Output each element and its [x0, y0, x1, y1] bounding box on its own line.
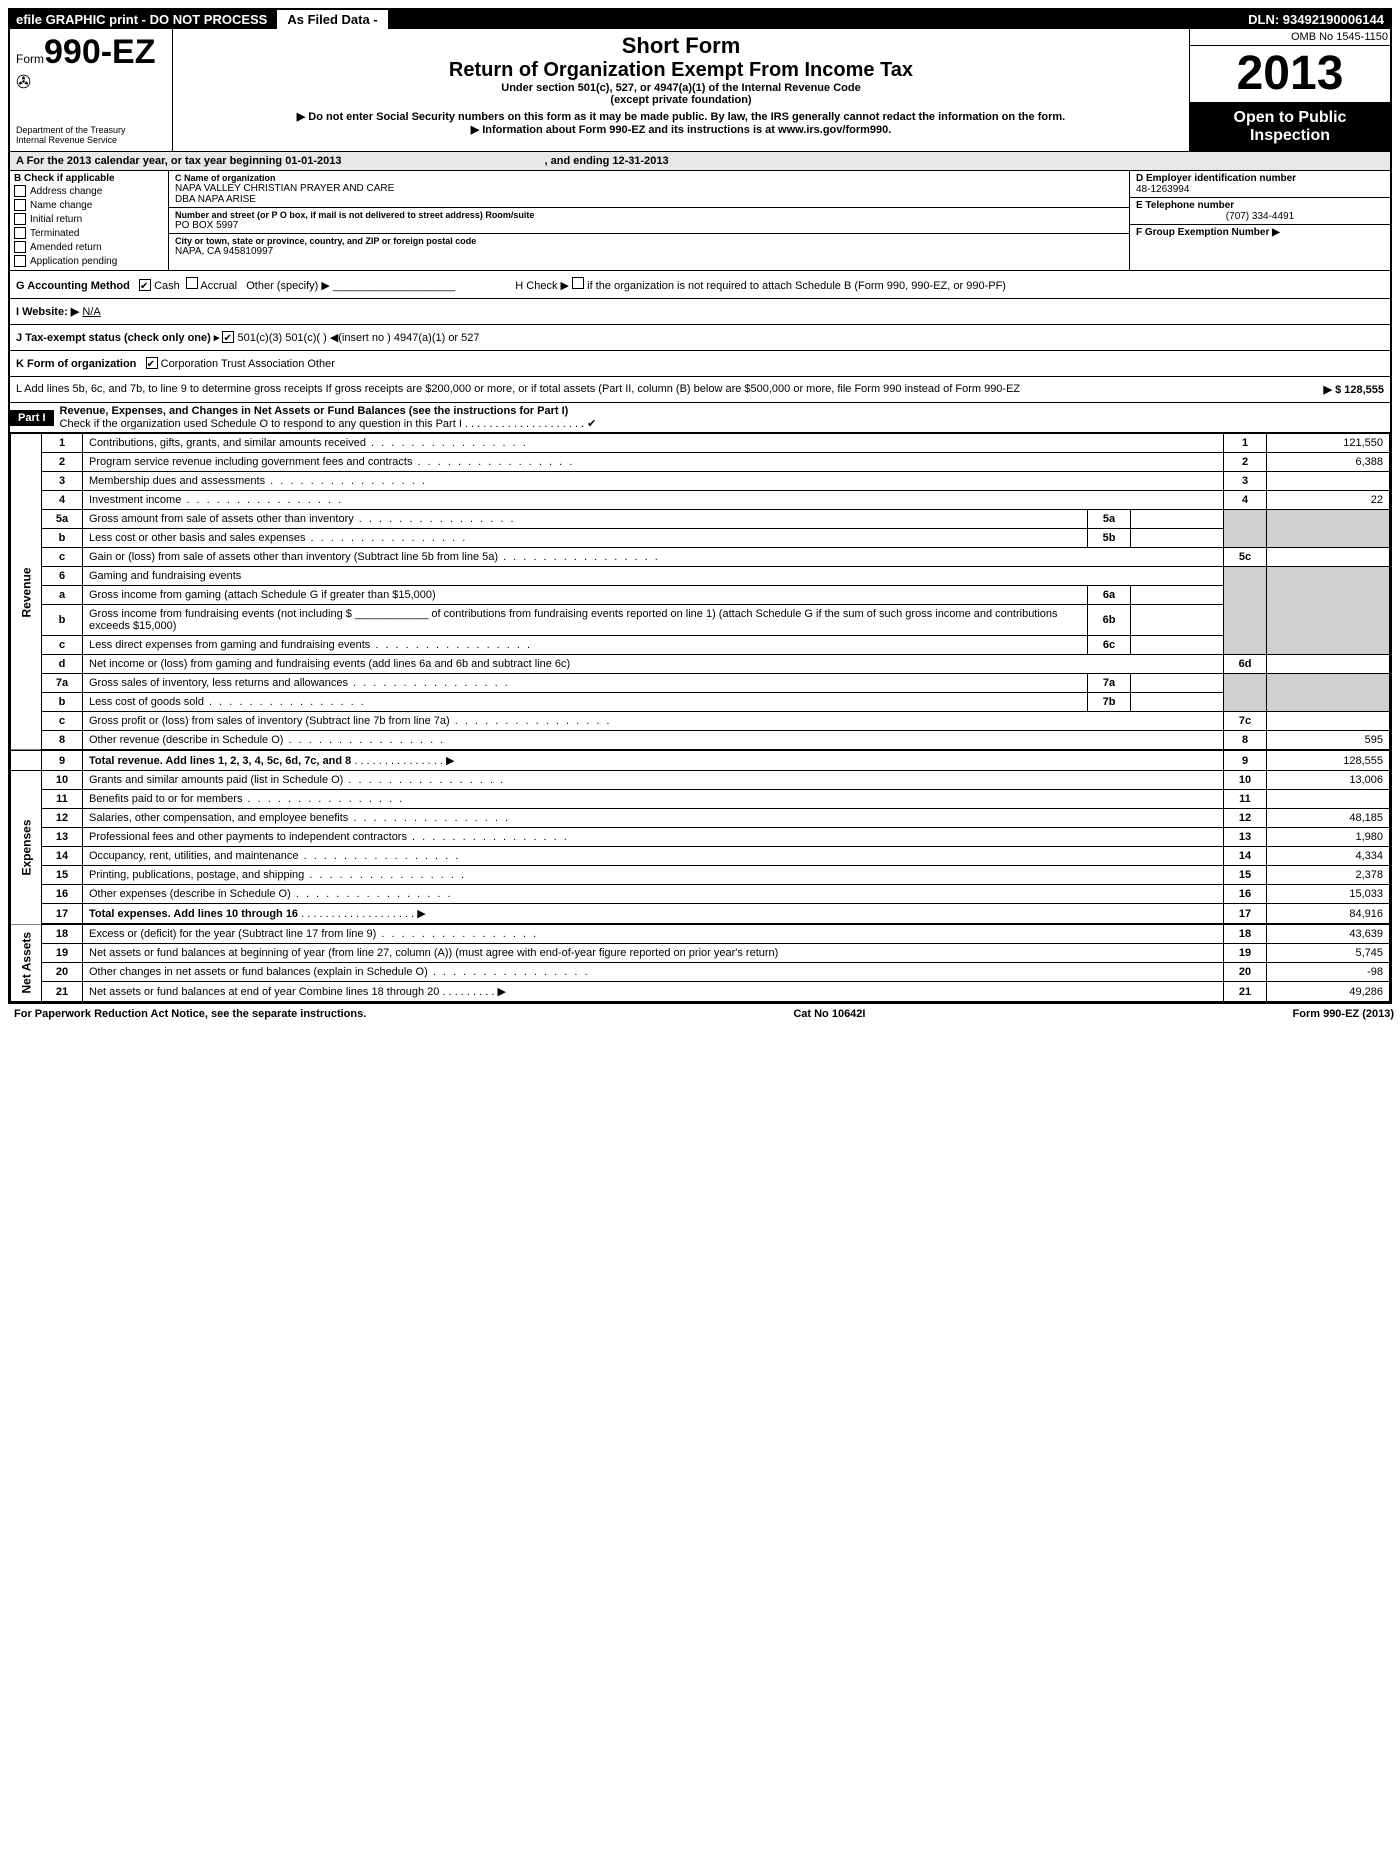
form-number: 990-EZ: [44, 33, 156, 71]
section-f-label: F Group Exemption Number ▶: [1136, 227, 1384, 238]
expenses-label: Expenses: [11, 771, 42, 925]
line-10-amount: 13,006: [1267, 771, 1390, 790]
topbar-left: efile GRAPHIC print - DO NOT PROCESS: [10, 10, 273, 29]
section-k: K Form of organization Corporation Trust…: [10, 351, 1390, 377]
section-c: C Name of organization NAPA VALLEY CHRIS…: [169, 171, 1130, 270]
topbar-dln: DLN: 93492190006144: [1242, 10, 1390, 29]
ein: 48-1263994: [1136, 184, 1384, 195]
checkbox-icon[interactable]: [572, 277, 584, 289]
section-h: H Check ▶ if the organization is not req…: [515, 277, 1006, 292]
open-inspection: Open to Public Inspection: [1190, 103, 1390, 151]
line-14-amount: 4,334: [1267, 847, 1390, 866]
dept-line-1: Department of the Treasury: [16, 125, 166, 135]
section-e-label: E Telephone number: [1136, 200, 1384, 211]
lines-table: Revenue 1 Contributions, gifts, grants, …: [10, 433, 1390, 1002]
checkbox-checked-icon[interactable]: [222, 331, 234, 343]
checkbox-checked-icon[interactable]: [139, 279, 151, 291]
checkbox-icon[interactable]: [14, 241, 26, 253]
footer-form: Form 990-EZ (2013): [1293, 1008, 1394, 1020]
line-20-amount: -98: [1267, 963, 1390, 982]
form-container: efile GRAPHIC print - DO NOT PROCESS As …: [8, 8, 1392, 1004]
checkbox-icon[interactable]: [14, 227, 26, 239]
form-title: Return of Organization Exempt From Incom…: [183, 59, 1179, 82]
line-9-amount: 128,555: [1267, 750, 1390, 771]
line-12-amount: 48,185: [1267, 809, 1390, 828]
line-4-amount: 22: [1267, 491, 1390, 510]
subtitle-1: Under section 501(c), 527, or 4947(a)(1)…: [183, 82, 1179, 94]
netassets-label: Net Assets: [11, 924, 42, 1002]
line-2-amount: 6,388: [1267, 453, 1390, 472]
line-18-amount: 43,639: [1267, 924, 1390, 944]
line-8-amount: 595: [1267, 731, 1390, 751]
section-b-row: B Check if applicable Address change Nam…: [10, 171, 1390, 271]
part-1-header: Part I Revenue, Expenses, and Changes in…: [10, 403, 1390, 433]
section-g-h: G Accounting Method Cash Accrual Other (…: [10, 271, 1390, 299]
line-19-amount: 5,745: [1267, 944, 1390, 963]
line-17-amount: 84,916: [1267, 904, 1390, 925]
line-16-amount: 15,033: [1267, 885, 1390, 904]
year-block: OMB No 1545-1150 2013 Open to Public Ins…: [1190, 29, 1390, 151]
subtitle-2: (except private foundation): [183, 94, 1179, 106]
section-a: A For the 2013 calendar year, or tax yea…: [10, 152, 1390, 171]
org-address: PO BOX 5997: [175, 220, 1123, 231]
header-block: Form990-EZ ✇ Department of the Treasury …: [10, 29, 1390, 152]
checkbox-icon[interactable]: [14, 185, 26, 197]
title-block: Short Form Return of Organization Exempt…: [173, 29, 1190, 151]
line-1-amount: 121,550: [1267, 434, 1390, 453]
right-info: D Employer identification number 48-1263…: [1130, 171, 1390, 270]
website: N/A: [82, 306, 100, 318]
dept-line-2: Internal Revenue Service: [16, 135, 166, 145]
section-i: I Website: ▶ N/A: [10, 299, 1390, 325]
footer: For Paperwork Reduction Act Notice, see …: [8, 1004, 1400, 1024]
topbar-mid: As Filed Data -: [277, 10, 387, 29]
section-d-label: D Employer identification number: [1136, 173, 1384, 184]
line-21-amount: 49,286: [1267, 982, 1390, 1002]
phone: (707) 334-4491: [1136, 211, 1384, 222]
tax-year: 2013: [1190, 46, 1390, 103]
footer-left: For Paperwork Reduction Act Notice, see …: [14, 1008, 366, 1020]
warning-2: ▶ Information about Form 990-EZ and its …: [183, 123, 1179, 136]
warning-1: ▶ Do not enter Social Security numbers o…: [183, 110, 1179, 123]
section-b: B Check if applicable Address change Nam…: [10, 171, 169, 270]
section-b-title: B Check if applicable: [14, 173, 164, 184]
short-form: Short Form: [183, 33, 1179, 59]
checkbox-icon[interactable]: [186, 277, 198, 289]
section-j: J Tax-exempt status (check only one) ▸ 5…: [10, 325, 1390, 351]
omb-number: OMB No 1545-1150: [1190, 29, 1390, 46]
top-bar: efile GRAPHIC print - DO NOT PROCESS As …: [10, 10, 1390, 29]
section-l: L Add lines 5b, 6c, and 7b, to line 9 to…: [10, 377, 1390, 403]
checkbox-icon[interactable]: [14, 255, 26, 267]
org-name: NAPA VALLEY CHRISTIAN PRAYER AND CARE: [175, 183, 1123, 194]
revenue-label: Revenue: [11, 434, 42, 751]
gross-receipts: ▶ $ 128,555: [1244, 383, 1384, 396]
org-dba: DBA NAPA ARISE: [175, 194, 1123, 205]
line-13-amount: 1,980: [1267, 828, 1390, 847]
footer-cat: Cat No 10642I: [793, 1008, 865, 1020]
checkbox-icon[interactable]: [14, 199, 26, 211]
form-number-block: Form990-EZ ✇ Department of the Treasury …: [10, 29, 173, 151]
org-city: NAPA, CA 945810997: [175, 246, 1123, 257]
checkbox-checked-icon[interactable]: [146, 357, 158, 369]
form-prefix: Form: [16, 52, 44, 66]
line-15-amount: 2,378: [1267, 866, 1390, 885]
checkbox-icon[interactable]: [14, 213, 26, 225]
